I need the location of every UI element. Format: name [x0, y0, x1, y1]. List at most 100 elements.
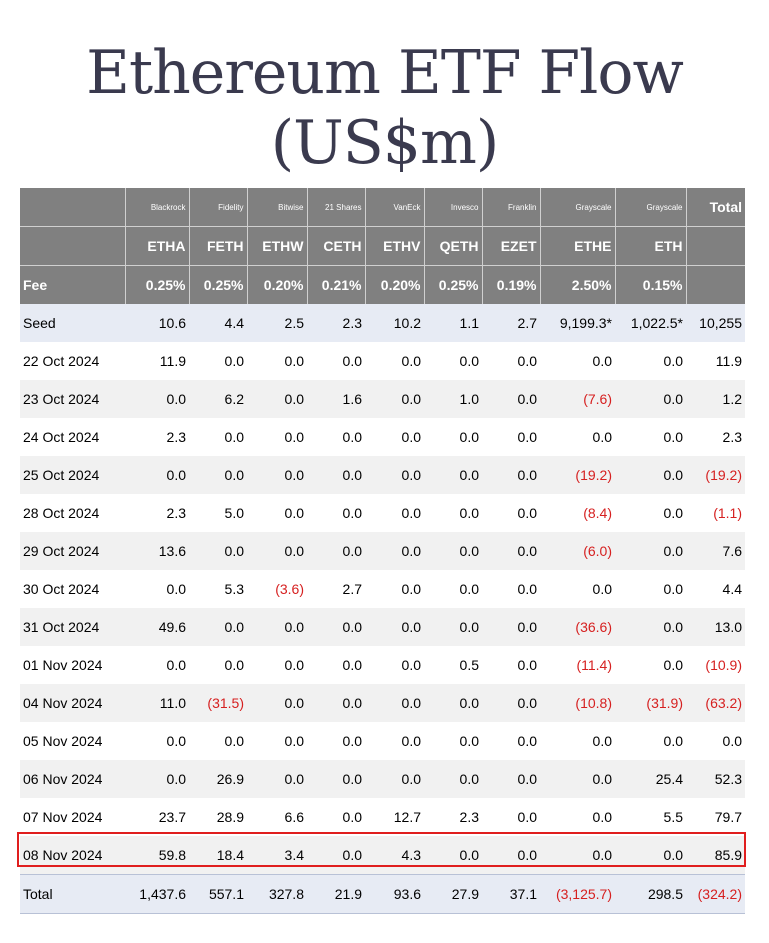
flow-cell: 0.0 [482, 760, 540, 798]
flow-cell: 0.0 [424, 608, 482, 646]
provider-header: Blackrock [124, 188, 189, 227]
flow-cell: 0.0 [482, 380, 540, 418]
flow-cell: 0.0 [540, 760, 615, 798]
ticker-header-row: ETHA FETH ETHW CETH ETHV QETH EZET ETHE … [20, 226, 745, 266]
flow-cell: 0.0 [125, 456, 189, 494]
provider-header: Bitwise [246, 188, 307, 227]
flow-cell: 0.0 [459, 429, 479, 445]
row-total-cell: 10,255 [686, 304, 745, 342]
provider-header: VanEck [364, 188, 424, 227]
fee-value: 0.25% [423, 265, 482, 304]
flow-cell: 0.0 [189, 608, 247, 646]
flow-cell: 0.0 [424, 836, 482, 875]
row-label: 24 Oct 2024 [23, 429, 100, 445]
header-blank [685, 226, 745, 266]
flow-cell: (31.9) [615, 684, 686, 722]
flow-cell: 0.0 [663, 505, 683, 521]
flow-cell: (3.6) [275, 581, 304, 597]
flow-cell: 1.0 [424, 380, 482, 418]
row-total-cell: 85.9 [686, 836, 745, 875]
flow-cell: 0.0 [401, 353, 421, 369]
flow-cell: 0.0 [663, 657, 683, 673]
flow-cell: 28.9 [216, 809, 244, 825]
row-total-cell: 52.3 [686, 760, 745, 798]
flow-cell: 0.0 [663, 353, 683, 369]
row-total-cell: 11.9 [715, 353, 742, 369]
ticker-header: CETH [306, 226, 365, 266]
flow-cell: 2.3 [307, 304, 365, 342]
flow-cell: 0.0 [401, 505, 421, 521]
row-total-cell: 1.2 [686, 380, 745, 418]
flow-cell: 0.0 [342, 733, 362, 749]
table-row: 25 Oct 2024 0.0 0.0 0.0 0.0 0.0 0.0 0.0 (19.2) 0.… [20, 456, 745, 494]
provider-header: Grayscale [539, 188, 615, 227]
row-total-cell: 0.0 [722, 733, 742, 749]
flow-cell: 0.0 [615, 608, 686, 646]
fee-value: 0.21% [306, 265, 365, 304]
flow-cell: 0.0 [247, 532, 307, 570]
flow-cell: 0.0 [224, 353, 244, 369]
row-label: 28 Oct 2024 [23, 505, 100, 521]
flow-cell: 59.8 [125, 836, 189, 875]
flow-cell: 0.0 [663, 733, 683, 749]
flow-cell: 0.0 [247, 380, 307, 418]
flow-cell: 0.0 [592, 353, 612, 369]
flow-cell: 0.0 [482, 608, 540, 646]
flow-cell: 0.0 [517, 809, 537, 825]
row-total-cell: (1.1) [713, 505, 742, 521]
table-row: 24 Oct 2024 2.3 0.0 0.0 0.0 0.0 0.0 0.0 0.0 0.0 2.… [20, 418, 745, 456]
ticker-header: EZET [481, 226, 540, 266]
flow-cell: 0.0 [615, 836, 686, 875]
flow-cell: 0.0 [401, 733, 421, 749]
flow-cell: 0.0 [284, 657, 304, 673]
flow-cell: 0.0 [307, 532, 365, 570]
flow-cell: 0.0 [517, 657, 537, 673]
row-total-cell: 7.6 [686, 532, 745, 570]
table-row: 08 Nov 2024 59.8 18.4 3.4 0.0 4.3 0.0 0.0 0.0 0.0… [20, 836, 745, 875]
flow-cell: 0.0 [307, 608, 365, 646]
flow-cell: 0.0 [307, 760, 365, 798]
flow-cell: 327.8 [247, 874, 307, 914]
seed-row: Seed 10.6 4.4 2.5 2.3 10.2 1.1 2.7 9,199.3* 1,022… [20, 304, 745, 342]
row-label: Seed [20, 304, 125, 342]
flow-cell: (7.6) [540, 380, 615, 418]
flow-cell: 0.0 [424, 760, 482, 798]
flow-cell: 3.4 [247, 836, 307, 875]
ticker-header: ETHV [364, 226, 424, 266]
flow-cell: (8.4) [583, 505, 612, 521]
flow-cell: 0.0 [342, 657, 362, 673]
flow-cell: 0.0 [517, 505, 537, 521]
fee-value: 0.19% [481, 265, 540, 304]
flow-cell: 9,199.3* [540, 304, 615, 342]
flow-cell: 0.0 [125, 380, 189, 418]
flow-cell: 0.0 [517, 581, 537, 597]
flow-cell: 2.7 [342, 581, 362, 597]
flow-cell: (3,125.7) [540, 874, 615, 914]
flow-cell: 0.0 [615, 456, 686, 494]
flow-cell: (19.2) [540, 456, 615, 494]
flow-cell: (6.0) [540, 532, 615, 570]
flow-cell: 2.3 [166, 429, 186, 445]
row-label: 30 Oct 2024 [23, 581, 100, 597]
flow-cell: 6.2 [189, 380, 247, 418]
row-label: 06 Nov 2024 [20, 760, 125, 798]
flow-cell: 0.0 [592, 429, 612, 445]
flow-cell: 0.0 [125, 760, 189, 798]
flow-cell: 0.0 [342, 429, 362, 445]
provider-header: Grayscale [614, 188, 686, 227]
flow-cell: 0.0 [224, 733, 244, 749]
flow-cell: 12.7 [393, 809, 421, 825]
flow-cell: 0.0 [365, 684, 424, 722]
table-row: 30 Oct 2024 0.0 5.3 (3.6) 2.7 0.0 0.0 0.0 0.0 0.0… [20, 570, 745, 608]
ticker-header: FETH [188, 226, 247, 266]
fee-value: 0.15% [614, 265, 686, 304]
table-row: 05 Nov 2024 0.0 0.0 0.0 0.0 0.0 0.0 0.0 0.0 0.0 0.… [20, 722, 745, 760]
provider-header: Invesco [423, 188, 482, 227]
flow-cell: 0.0 [424, 684, 482, 722]
table-row: 28 Oct 2024 2.3 5.0 0.0 0.0 0.0 0.0 0.0 (8.4) 0.0… [20, 494, 745, 532]
flow-cell: 0.0 [365, 380, 424, 418]
table-row: 06 Nov 2024 0.0 26.9 0.0 0.0 0.0 0.0 0.0 0.0 25.4… [20, 760, 745, 798]
provider-header: Franklin [481, 188, 540, 227]
flow-cell: 0.0 [365, 760, 424, 798]
provider-header: Fidelity [188, 188, 247, 227]
